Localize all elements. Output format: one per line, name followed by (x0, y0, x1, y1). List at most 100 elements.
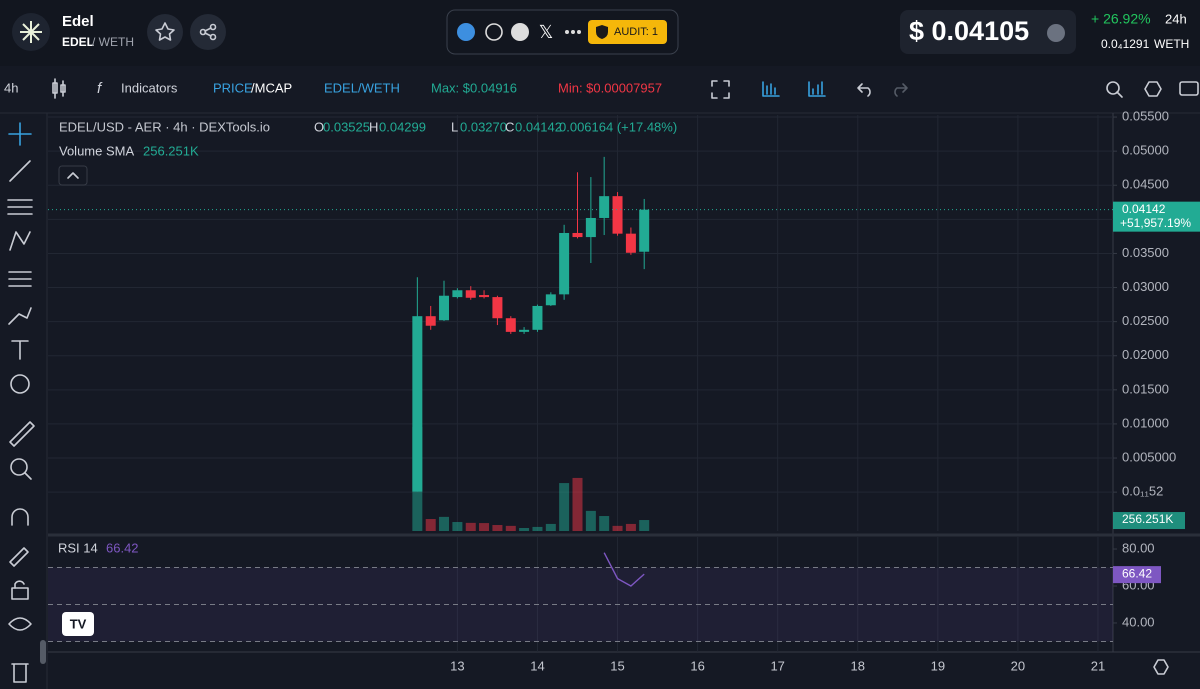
price-change: + 26.92% (1091, 11, 1151, 27)
pair-toggle[interactable]: EDEL/WETH (324, 80, 400, 95)
share-button[interactable] (190, 14, 226, 50)
volume-bar (559, 483, 570, 531)
change-period: 24h (1165, 11, 1187, 26)
price-label: 0.04142 (1122, 202, 1166, 216)
candle-body (585, 217, 596, 238)
rsi-legend-value: 66.42 (106, 540, 139, 555)
candle-body (479, 295, 490, 298)
web-link[interactable] (485, 23, 503, 41)
x-tick-label: 14 (530, 658, 544, 673)
y-tick-label: 0.005000 (1122, 449, 1176, 464)
legend-close: 0.04142 (515, 119, 562, 134)
volume-bar (492, 525, 503, 531)
current-price: $ 0.04105 (909, 16, 1029, 46)
indicators-button[interactable]: Indicators (121, 80, 178, 95)
quote-unit: WETH (1154, 37, 1189, 51)
volume-legend-label: Volume SMA (59, 143, 134, 158)
token-quote: / WETH (92, 35, 134, 49)
volume-bar (612, 525, 623, 531)
legend-change: 0.006164 (+17.48%) (559, 119, 677, 134)
min-price: Min: $0.00007957 (558, 80, 662, 95)
settings-button[interactable] (1144, 81, 1162, 97)
legend-close-label: C (505, 119, 514, 134)
price-box (900, 10, 1076, 54)
star-icon (155, 22, 175, 41)
tv-logo[interactable] (62, 612, 94, 636)
volume-bar (425, 519, 436, 531)
favorite-button[interactable] (147, 14, 183, 50)
volume-bar (479, 523, 490, 531)
rsi-label: 66.42 (1122, 566, 1152, 580)
token-base: EDEL (62, 35, 94, 49)
candle-body (519, 329, 530, 332)
legend-open: 0.03525 (323, 119, 370, 134)
x-tick-label: 17 (770, 658, 784, 673)
redo-button[interactable] (894, 83, 908, 97)
volume-bar (545, 523, 556, 531)
candle-body (572, 232, 583, 238)
y-tick-label: 0.02500 (1122, 313, 1169, 328)
collapse-button[interactable] (58, 165, 88, 186)
fullscreen-button[interactable] (711, 80, 730, 99)
telegram-link[interactable] (511, 23, 529, 41)
screenshot-button[interactable] (1179, 81, 1199, 96)
y-tick-label: 0.04500 (1122, 177, 1169, 192)
price-in-quote: 0.0₄1291 (1101, 37, 1150, 51)
volume-bar (532, 526, 543, 531)
volume-label-box (1113, 512, 1185, 530)
y-tick-label: 0.02000 (1122, 347, 1169, 362)
candle-body (412, 316, 423, 492)
candle-body (465, 290, 476, 298)
volume-bar (585, 510, 596, 531)
volume-bar (465, 522, 476, 531)
x-tick-label: 21 (1091, 658, 1105, 673)
y-tick-label: 0.05000 (1122, 143, 1169, 158)
chart-button[interactable] (762, 81, 780, 97)
price-label-change: +51,957.19% (1120, 216, 1191, 230)
audit-label: AUDIT: 1 (614, 26, 658, 38)
candle-body (545, 294, 556, 306)
x-tick-label: 16 (690, 658, 704, 673)
bars-button[interactable] (808, 81, 826, 97)
axis-settings[interactable] (1153, 659, 1169, 675)
y-tick-label: 0.01000 (1122, 415, 1169, 430)
y-tick-label: 40.00 (1122, 614, 1155, 629)
share-icon (199, 23, 217, 41)
x-tick-label: 15 (610, 658, 624, 673)
sidebar-scroll[interactable] (40, 640, 46, 664)
interval-button[interactable]: 4h (4, 80, 18, 95)
dex-link[interactable] (457, 23, 475, 41)
rsi-name: RSI 14 (58, 540, 98, 555)
info-icon[interactable] (1047, 24, 1065, 42)
candle-body (452, 290, 463, 298)
y-tick-label: 0.03500 (1122, 245, 1169, 260)
candle-body (425, 316, 436, 326)
legend-symbol: EDEL/USD - AER · 4h · DEXTools.io (59, 119, 270, 134)
max-price: Max: $0.04916 (431, 80, 517, 95)
token-name: Edel (62, 13, 94, 30)
y-tick-label: 80.00 (1122, 540, 1155, 555)
mcap-toggle[interactable]: /MCAP (251, 80, 292, 95)
volume-bar (439, 516, 450, 531)
x-tick-label: 20 (1011, 658, 1025, 673)
collapse-icon (67, 172, 79, 179)
drawing-tools[interactable] (7, 122, 35, 683)
volume-label: 256.251K (1122, 512, 1173, 526)
more-links[interactable] (565, 30, 581, 34)
candle-type-button[interactable] (52, 78, 66, 99)
shield-icon (596, 25, 608, 39)
legend-high-label: H (369, 119, 378, 134)
undo-button[interactable] (857, 83, 871, 97)
volume-bar (452, 522, 463, 531)
candle-body (492, 297, 503, 319)
x-tick-label: 19 (931, 658, 945, 673)
volume-bar (519, 528, 530, 531)
price-toggle[interactable]: PRICE (213, 80, 253, 95)
volume-bar (599, 516, 610, 531)
x-link[interactable]: 𝕏 (539, 22, 554, 42)
magnet-right-button[interactable] (1106, 81, 1123, 98)
audit-badge[interactable] (588, 20, 667, 44)
volume-legend-value: 256.251K (143, 143, 199, 158)
y-tick-label: 0.03000 (1122, 279, 1169, 294)
